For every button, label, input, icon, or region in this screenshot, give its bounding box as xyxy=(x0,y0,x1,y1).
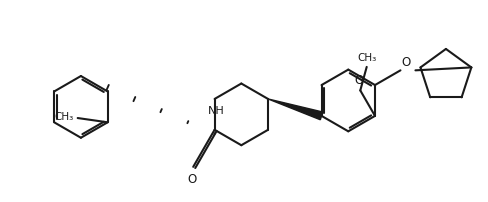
Text: NH: NH xyxy=(208,106,225,116)
Text: CH₃: CH₃ xyxy=(54,112,73,122)
Text: O: O xyxy=(402,56,411,69)
Text: O: O xyxy=(355,74,364,87)
Text: CH₃: CH₃ xyxy=(357,53,376,63)
Text: O: O xyxy=(187,173,197,186)
Polygon shape xyxy=(268,99,323,120)
